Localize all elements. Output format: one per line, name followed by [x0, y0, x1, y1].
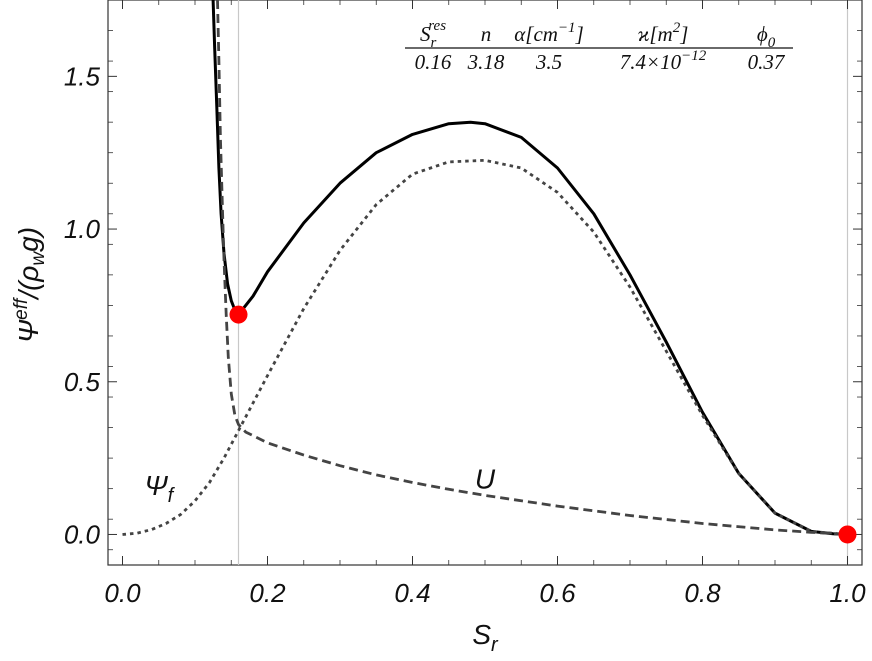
param-header-sup: −1	[558, 20, 576, 36]
param-header: Srres	[420, 18, 446, 51]
param-header: ϕ0	[757, 22, 776, 51]
param-value: 3.5	[535, 50, 562, 74]
series-dashed-line	[216, 0, 848, 536]
param-header: α[cm−1]	[514, 20, 584, 46]
x-tick-label: 0.6	[539, 578, 576, 608]
param-value-sup: −12	[681, 48, 707, 64]
curve-label: U	[475, 464, 496, 495]
param-header: n	[481, 22, 492, 46]
x-tick-label: 0.8	[684, 578, 721, 608]
param-header: ϰ[m2]	[638, 20, 689, 46]
point-marker	[838, 525, 857, 544]
y-axis-title: Ψeff/(ρwg)	[11, 227, 49, 343]
param-header-sub: 0	[768, 35, 776, 51]
x-tick-label: 1.0	[829, 578, 866, 608]
curve-label-sub: f	[168, 485, 176, 507]
param-value: 0.16	[415, 50, 452, 74]
param-value-main: 3.5	[535, 50, 562, 74]
param-value-main: 0.37	[748, 50, 786, 74]
curve-label-main: Ψ	[144, 470, 168, 501]
param-header-main: ϰ[m	[638, 22, 673, 46]
x-tick-label: 0.4	[394, 578, 430, 608]
param-value-main: 0.16	[415, 50, 452, 74]
y-tick-label: 0.5	[64, 367, 101, 397]
param-header-sub: r	[430, 35, 436, 51]
param-value-main: 3.18	[467, 50, 505, 74]
param-value: 0.37	[748, 50, 786, 74]
param-header-sup: 2	[673, 20, 681, 36]
y-tick-label: 1.0	[64, 214, 101, 244]
param-header-end: ]	[679, 22, 688, 46]
param-header-sup: res	[428, 18, 446, 34]
curve-label-main: U	[475, 464, 496, 495]
param-header-main: α[cm	[514, 22, 558, 46]
series-dotted-line	[122, 158, 848, 536]
param-value-main: 7.4×10	[620, 50, 682, 74]
param-header-end: ]	[575, 22, 584, 46]
series-solid-line	[211, 0, 848, 536]
param-header-main: n	[481, 22, 492, 46]
x-axis-title: Sr	[472, 619, 499, 656]
param-value: 7.4×10−12	[620, 48, 707, 74]
y-tick-label: 0.0	[64, 519, 101, 549]
param-header-main: S	[420, 22, 431, 46]
x-tick-label: 0.2	[249, 578, 286, 608]
x-tick-label: 0.0	[104, 578, 141, 608]
param-header-main: ϕ	[757, 22, 768, 46]
param-value: 3.18	[467, 50, 505, 74]
curve-label: Ψf	[144, 470, 175, 507]
point-marker	[229, 305, 248, 324]
y-tick-label: 1.5	[64, 61, 101, 91]
